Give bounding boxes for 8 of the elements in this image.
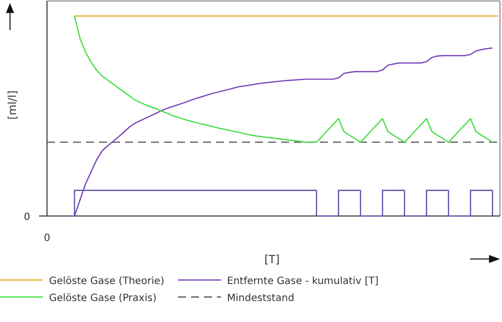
x-axis-title: [T]: [264, 253, 280, 266]
y-axis-title: [ml/l]: [6, 90, 19, 120]
text: 0: [44, 233, 50, 244]
legend-label: Gelöste Gase (Praxis): [49, 293, 157, 304]
legend-label: Mindeststand: [227, 293, 294, 304]
legend-label: Gelöste Gase (Theorie): [49, 276, 164, 287]
legend-label: Entfernte Gase - kumulativ [T]: [227, 276, 379, 287]
text: 0: [24, 212, 30, 223]
